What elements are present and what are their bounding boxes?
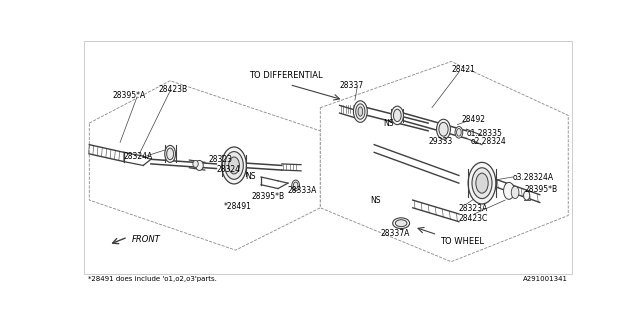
Polygon shape	[90, 81, 320, 250]
Ellipse shape	[468, 162, 496, 204]
Ellipse shape	[391, 106, 403, 124]
Ellipse shape	[396, 220, 407, 227]
Text: 28423B: 28423B	[159, 84, 188, 93]
Text: 28323A: 28323A	[459, 204, 488, 213]
Text: o3.28324A: o3.28324A	[513, 173, 554, 182]
Text: 28324A: 28324A	[124, 152, 153, 161]
Text: 28421: 28421	[451, 65, 475, 74]
Text: NS: NS	[383, 119, 394, 128]
Ellipse shape	[393, 218, 410, 228]
Polygon shape	[320, 61, 568, 262]
Text: *28491 does include 'o1,o2,o3'parts.: *28491 does include 'o1,o2,o3'parts.	[88, 276, 216, 282]
Ellipse shape	[353, 101, 367, 122]
Ellipse shape	[225, 152, 243, 179]
Ellipse shape	[524, 191, 530, 200]
Ellipse shape	[436, 119, 451, 139]
Text: 28337A: 28337A	[380, 229, 410, 238]
Ellipse shape	[356, 104, 365, 119]
Text: 28423C: 28423C	[459, 214, 488, 223]
Ellipse shape	[292, 180, 300, 191]
Text: TO DIFFERENTIAL: TO DIFFERENTIAL	[250, 71, 323, 80]
Ellipse shape	[476, 173, 488, 193]
Text: 28333A: 28333A	[288, 186, 317, 195]
Text: 28337: 28337	[340, 81, 364, 90]
Ellipse shape	[196, 160, 204, 171]
Text: FRONT: FRONT	[132, 235, 161, 244]
Ellipse shape	[439, 122, 448, 136]
Ellipse shape	[228, 157, 239, 174]
Ellipse shape	[221, 147, 246, 184]
Ellipse shape	[511, 186, 519, 198]
Text: o1.28335: o1.28335	[467, 129, 502, 138]
Text: 28324: 28324	[216, 165, 241, 174]
Text: 28395*B: 28395*B	[251, 192, 284, 201]
Ellipse shape	[394, 109, 401, 122]
Text: TO WHEEL: TO WHEEL	[440, 237, 484, 246]
Text: 28323: 28323	[209, 156, 233, 164]
Text: 29333: 29333	[428, 137, 452, 146]
Ellipse shape	[358, 107, 363, 116]
Ellipse shape	[164, 145, 175, 162]
Text: 28492: 28492	[461, 116, 485, 124]
Text: NS: NS	[371, 196, 381, 205]
Text: *28491: *28491	[224, 203, 252, 212]
Text: NS: NS	[246, 172, 256, 180]
Ellipse shape	[504, 182, 515, 199]
Ellipse shape	[293, 182, 298, 189]
Text: 28395*A: 28395*A	[113, 91, 146, 100]
Text: A291001341: A291001341	[524, 276, 568, 282]
Ellipse shape	[193, 160, 198, 167]
Text: o2.28324: o2.28324	[470, 137, 506, 146]
Ellipse shape	[472, 168, 492, 198]
Ellipse shape	[455, 127, 463, 138]
Ellipse shape	[166, 148, 173, 160]
Text: 28395*B: 28395*B	[524, 185, 557, 194]
Ellipse shape	[456, 129, 461, 136]
